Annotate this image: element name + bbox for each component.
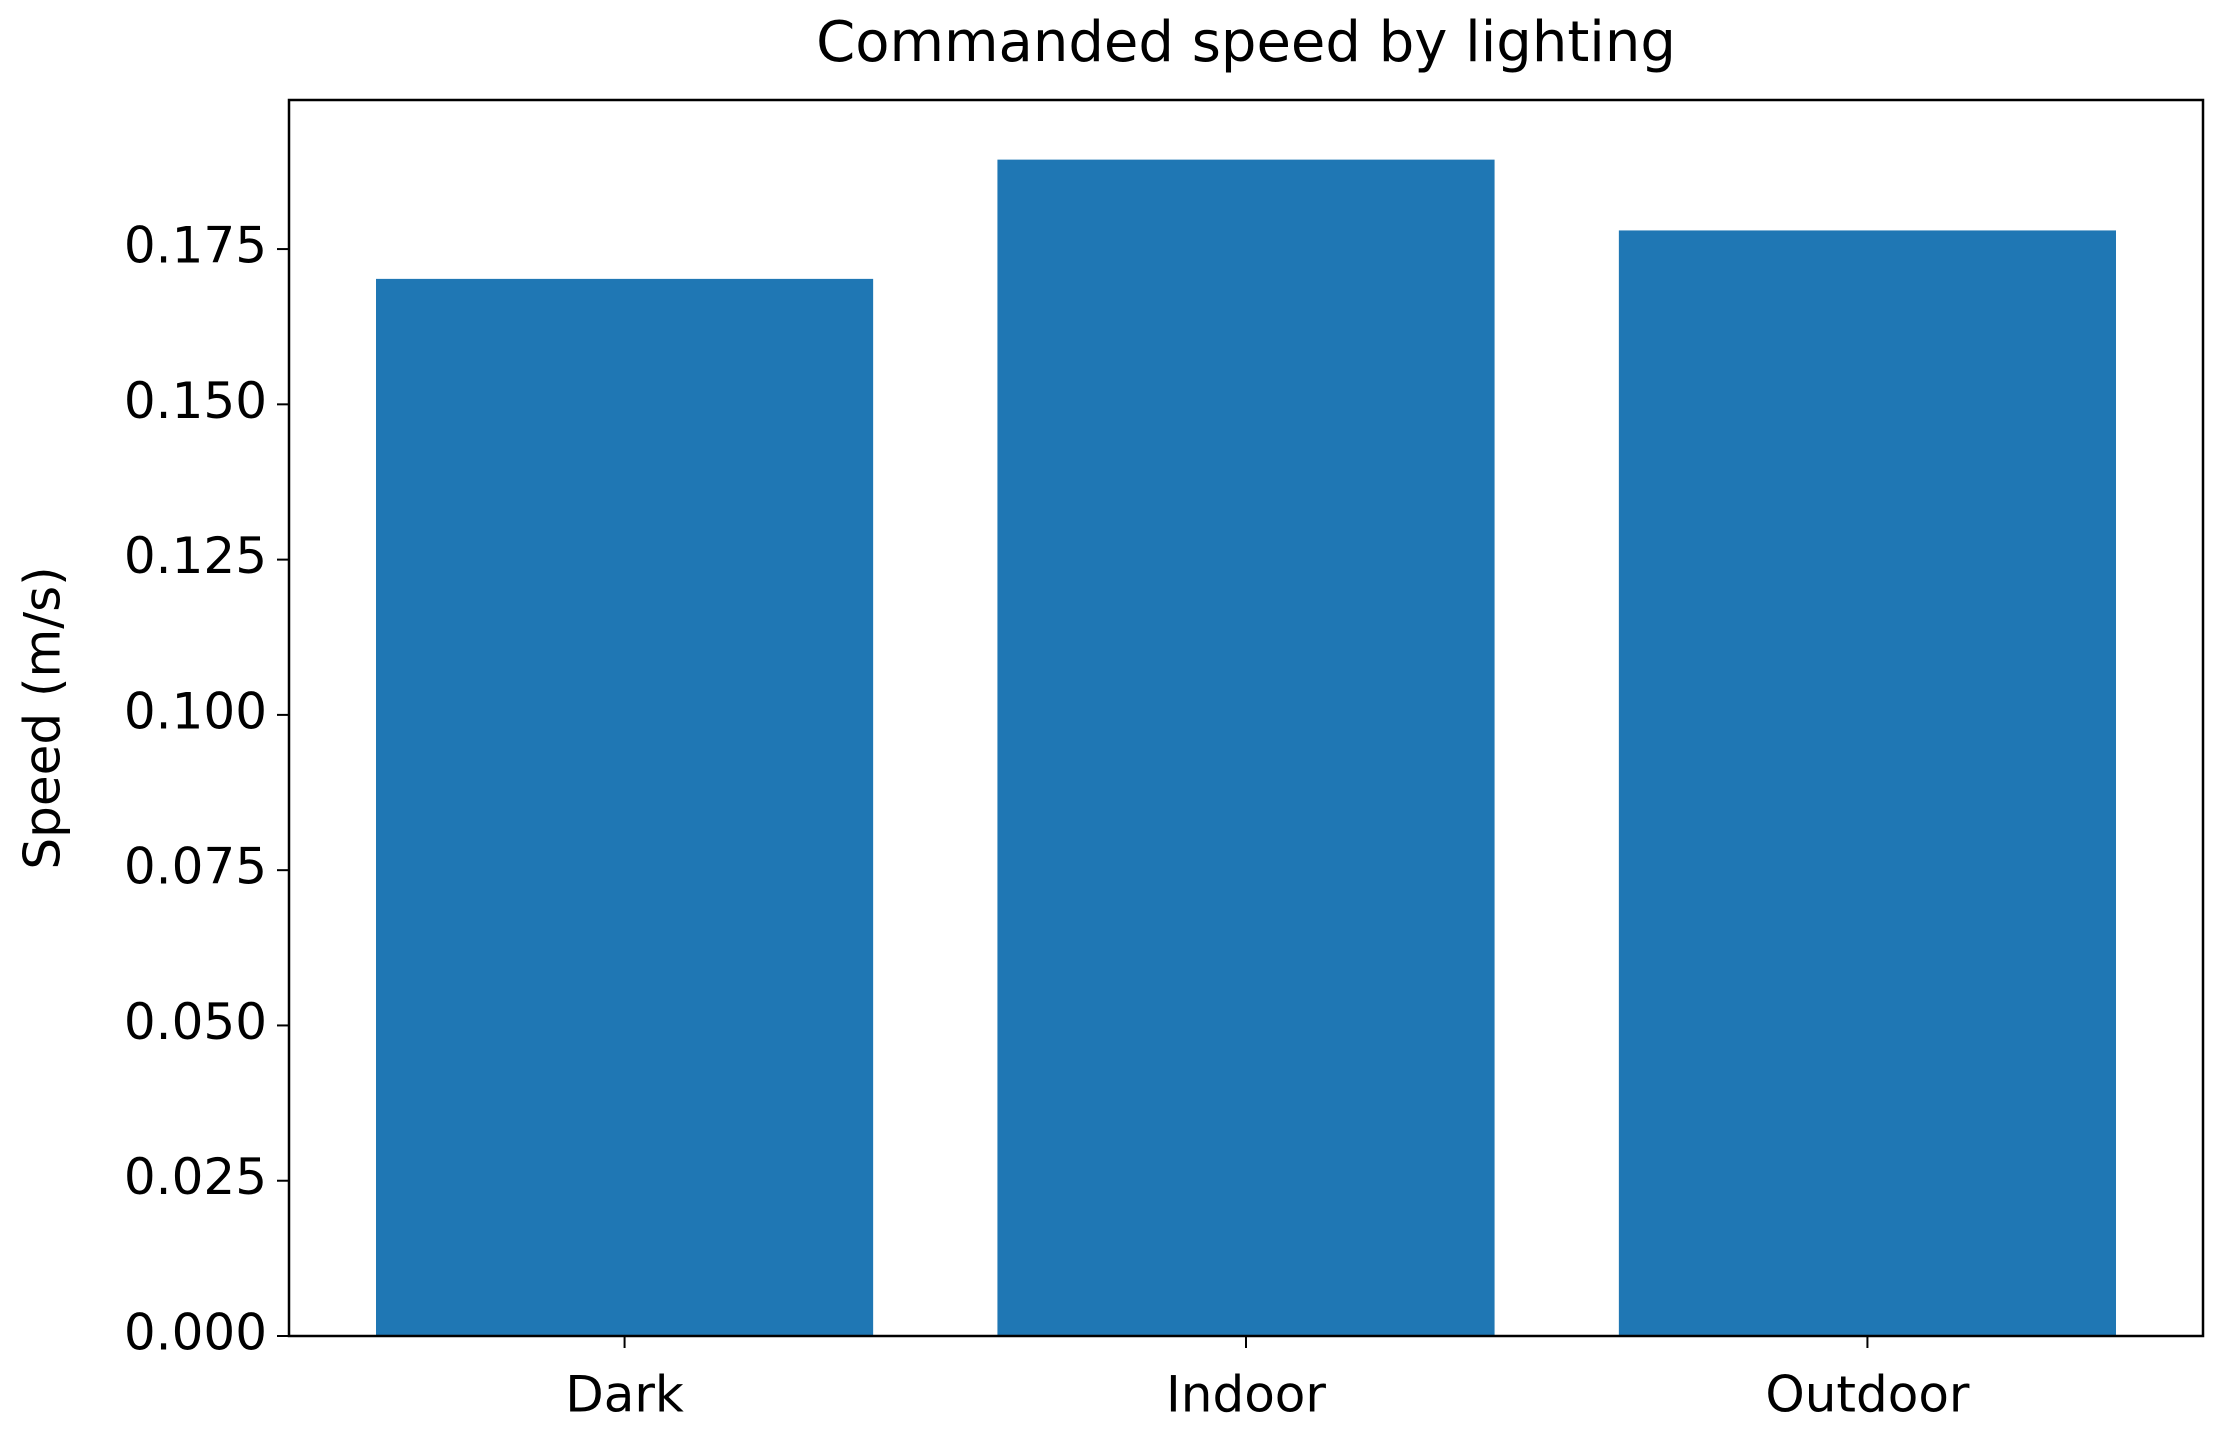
- chart-title: Commanded speed by lighting: [816, 10, 1676, 75]
- x-tick-label: Dark: [565, 1366, 684, 1424]
- y-tick-label: 0.050: [124, 993, 267, 1051]
- y-tick-label: 0.075: [124, 838, 267, 896]
- y-axis-label: Speed (m/s): [14, 566, 72, 869]
- y-tick-label: 0.175: [124, 217, 267, 275]
- x-tick-label: Indoor: [1166, 1366, 1326, 1424]
- y-tick-label: 0.125: [124, 527, 267, 585]
- bar: [997, 159, 1495, 1337]
- x-tick-label: Outdoor: [1765, 1366, 1970, 1424]
- y-tick-label: 0.025: [124, 1148, 267, 1206]
- bar: [1618, 230, 2116, 1337]
- y-tick-label: 0.150: [124, 372, 267, 430]
- bar: [376, 278, 874, 1336]
- y-tick-label: 0.000: [124, 1304, 267, 1362]
- plot-frame: [287, 98, 2205, 1338]
- y-tick-label: 0.100: [124, 682, 267, 740]
